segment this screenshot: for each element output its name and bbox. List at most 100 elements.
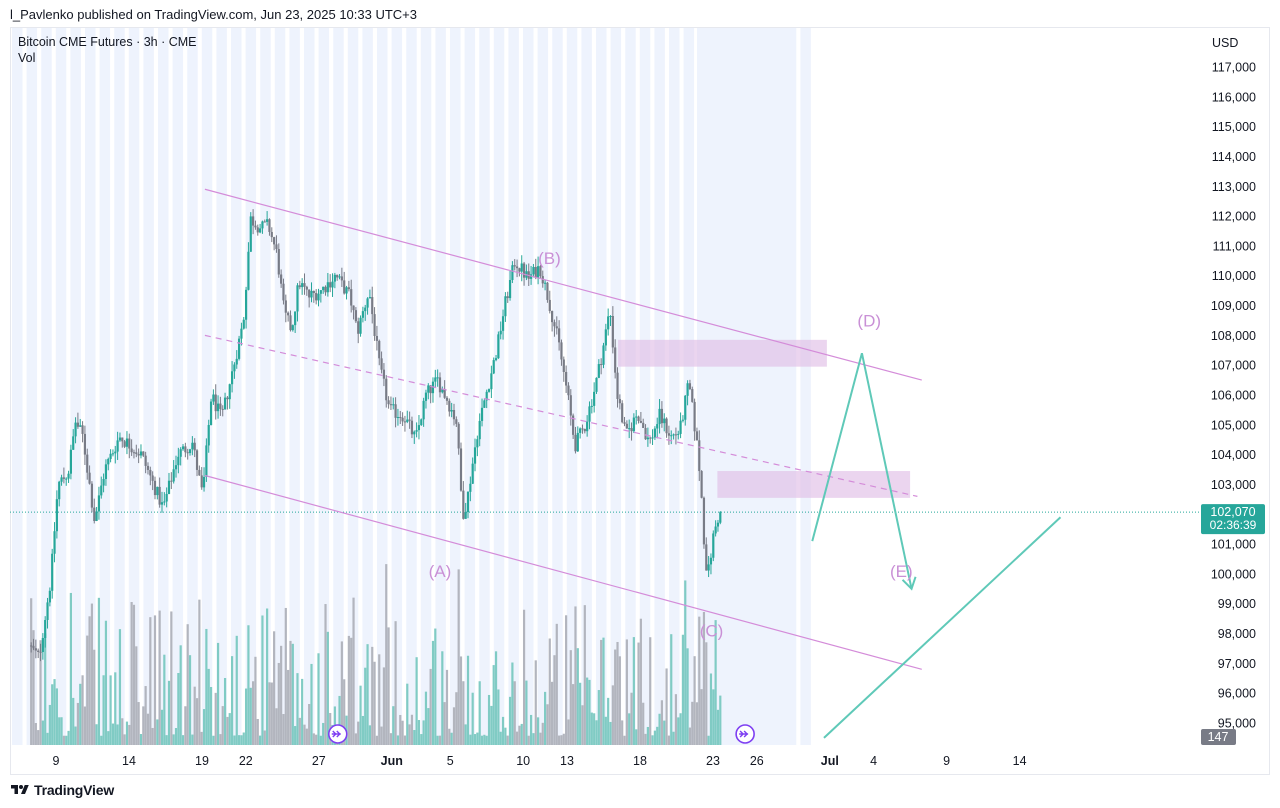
volume-bar [259, 735, 262, 745]
candle-body [670, 435, 673, 437]
volume-bar [130, 602, 133, 745]
volume-bar [172, 734, 175, 745]
volume-bar [44, 633, 47, 745]
time-tick-label: 13 [560, 754, 574, 768]
candle-body [618, 398, 621, 404]
candle-body [709, 557, 713, 565]
symbol-title[interactable]: Bitcoin CME Futures · 3h · CME [18, 35, 197, 49]
volume-bar [364, 667, 367, 745]
candle-body [142, 451, 145, 456]
volume-bar [632, 637, 635, 745]
candle-body [109, 453, 112, 459]
session-shading [12, 28, 811, 745]
volume-bar [209, 686, 213, 745]
candle-body [247, 251, 250, 290]
volume-badge [1201, 729, 1236, 745]
time-tick-label: 14 [122, 754, 136, 768]
volume-bar [95, 724, 98, 745]
candle-body [259, 228, 262, 233]
session-shade-column [85, 28, 96, 745]
volume-bar [160, 709, 164, 745]
volume-bar [308, 703, 311, 745]
candle-body [216, 403, 220, 412]
candle-body [646, 437, 649, 440]
candle-body [443, 388, 446, 398]
volume-bar [695, 702, 699, 745]
volume-bar [114, 672, 117, 745]
candle-body [301, 283, 304, 288]
candle-body [607, 316, 610, 330]
volume-bar [644, 733, 647, 745]
candle-body [593, 391, 596, 406]
volume-bar [350, 637, 353, 745]
volume-bar [287, 669, 290, 745]
candle-body [223, 397, 227, 410]
candlesticks [30, 209, 722, 662]
volume-bar [179, 645, 182, 745]
candle-body [382, 369, 386, 379]
volume-bar [195, 698, 199, 745]
candle-body [121, 437, 124, 442]
volume-bar [532, 733, 535, 745]
volume-bar [72, 697, 75, 745]
volume-bar [508, 696, 512, 745]
volume-bar [32, 630, 35, 745]
session-shade-column [187, 28, 198, 745]
projection-arrowhead [901, 576, 917, 591]
volume-bar [511, 662, 514, 745]
volume-bar [658, 713, 661, 745]
volume-bar [252, 681, 255, 745]
volume-bar [212, 735, 215, 745]
candle-body [487, 389, 491, 392]
session-shade-column [128, 28, 140, 745]
candle-body [97, 495, 101, 512]
volume-bar [574, 606, 577, 745]
candle-body [399, 417, 402, 419]
volume-bar [392, 706, 395, 745]
volume-bar [688, 727, 692, 745]
last-volume-value: 147 [1208, 730, 1229, 744]
candle-body [326, 282, 329, 293]
volume-bar [37, 730, 40, 745]
candle-body [452, 410, 456, 420]
candle-body [284, 300, 287, 313]
candle-body [473, 447, 477, 464]
volume-bar [368, 725, 371, 745]
volume-bar [34, 723, 37, 745]
session-shade-column [318, 28, 330, 745]
volume-bar [406, 683, 409, 745]
candle-body [186, 452, 189, 454]
volume-bar [642, 702, 645, 745]
candle-body [135, 452, 138, 454]
wave-labels: (A) (B) (C) (D) (E) [429, 249, 913, 641]
price-tick-label: 99,000 [1218, 597, 1256, 611]
volume-bar [55, 688, 58, 745]
candle-body [163, 501, 166, 503]
volume-bar [438, 735, 442, 745]
footer-brand[interactable]: TradingView [10, 782, 114, 798]
candle-body [387, 400, 390, 405]
candle-body [174, 465, 178, 470]
candle-body [712, 533, 715, 558]
volume-bar [385, 564, 388, 745]
volume-bar [347, 635, 350, 745]
volume-bar [588, 679, 591, 745]
volume-bar [459, 656, 463, 745]
economic-event-icon[interactable] [735, 724, 755, 744]
session-shade-column [391, 28, 403, 745]
candle-body [501, 316, 505, 331]
economic-event-icon[interactable] [327, 724, 348, 744]
volume-legend[interactable]: Vol [18, 51, 36, 65]
volume-bar [455, 692, 458, 745]
candle-body [125, 438, 129, 447]
volume-bar [104, 620, 108, 745]
candle-body [427, 385, 430, 393]
candle-body [420, 419, 423, 426]
candle-body [462, 490, 465, 519]
candle-body [139, 451, 143, 456]
candle-body [32, 645, 35, 649]
candle-body [415, 430, 418, 432]
candle-body [69, 449, 72, 474]
volume-bar [562, 733, 565, 745]
